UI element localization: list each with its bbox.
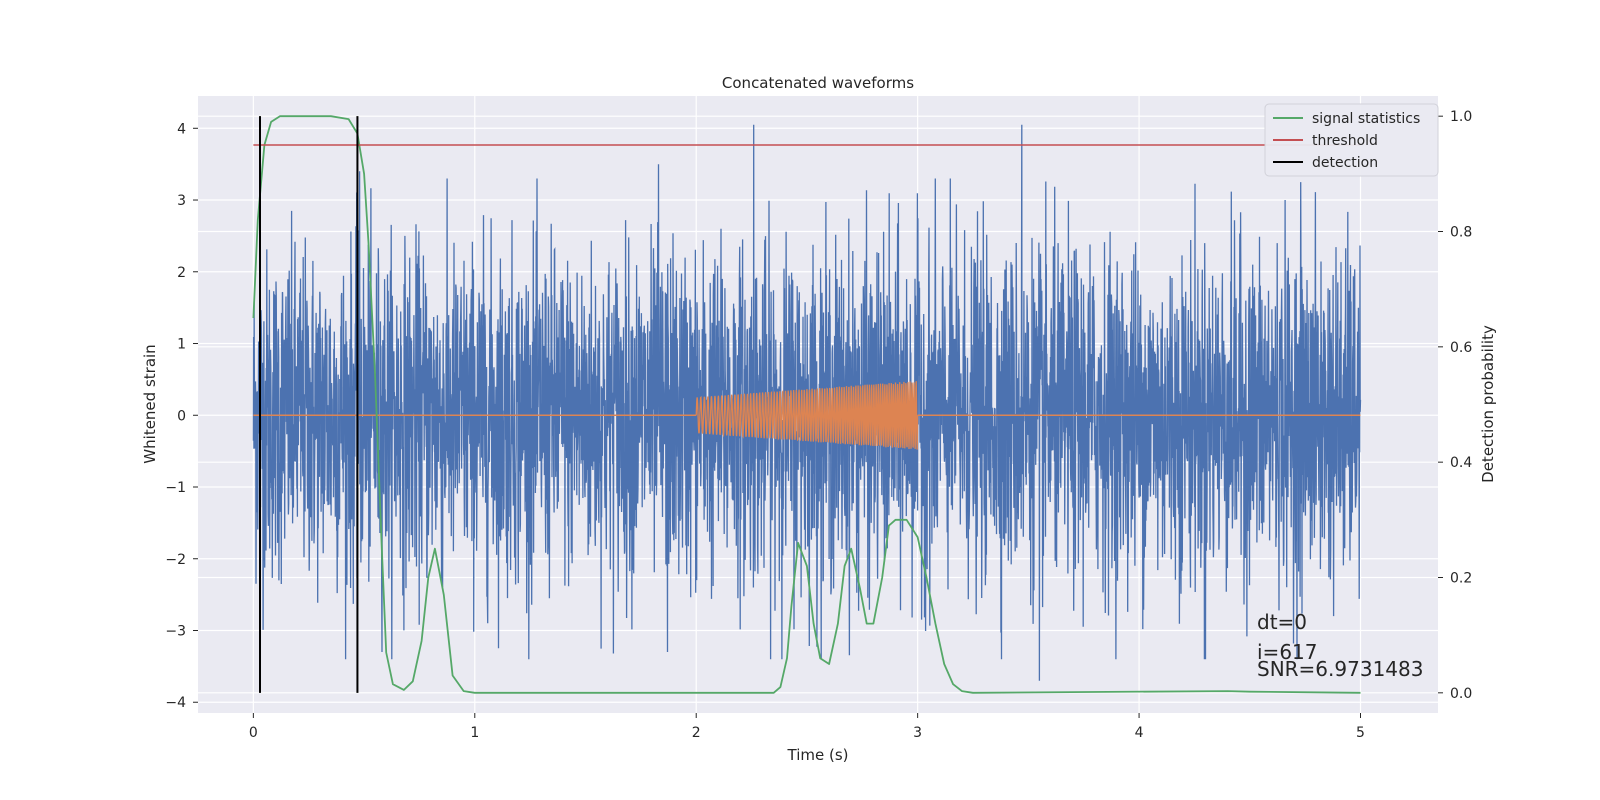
y-right-tick-label: 0.4 (1450, 455, 1472, 471)
legend-label: signal statistics (1312, 111, 1420, 127)
x-ticks: 0 1 2 3 4 5 (249, 713, 1365, 741)
x-tick-label: 3 (913, 725, 922, 741)
injected-waveform-line (695, 381, 919, 450)
signal-statistics-line (252, 115, 1361, 694)
legend: signal statistics threshold detection (1264, 103, 1439, 177)
y-tick-label: −2 (165, 552, 186, 568)
chart-title: Concatenated waveforms (722, 74, 914, 92)
legend-label: detection (1312, 155, 1378, 171)
legend-label: threshold (1312, 133, 1378, 149)
x-tick-label: 0 (249, 725, 258, 741)
noise-line (252, 124, 1362, 681)
x-tick-label: 2 (692, 725, 701, 741)
x-tick-label: 5 (1356, 725, 1365, 741)
y-axis-title-right: Detection probability (1479, 325, 1497, 483)
y-right-tick-label: 0.2 (1450, 570, 1472, 586)
y-tick-label: −1 (165, 480, 186, 496)
y-tick-label: 0 (177, 408, 186, 424)
annotation-text: SNR=6.9731483 (1257, 657, 1423, 681)
y-tick-label: 3 (177, 193, 186, 209)
injected-series (253, 381, 1361, 450)
x-tick-label: 1 (470, 725, 479, 741)
x-axis-title: Time (s) (787, 746, 849, 764)
y-tick-label: 2 (177, 265, 186, 281)
y-tick-label: 4 (177, 121, 186, 137)
y-axis-title-left: Whitened strain (141, 344, 159, 463)
annotation-text: i=617 (1257, 640, 1318, 664)
y-ticks-right: 0.0 0.2 0.4 0.6 0.8 1.0 (1438, 109, 1472, 702)
y-right-tick-label: 1.0 (1450, 109, 1472, 125)
annotation-text: dt=0 (1257, 610, 1307, 634)
y-right-tick-label: 0.8 (1450, 225, 1472, 241)
y-tick-label: −4 (165, 695, 186, 711)
signal-statistics-series (252, 115, 1361, 694)
y-right-tick-label: 0.6 (1450, 340, 1472, 356)
x-tick-label: 4 (1135, 725, 1144, 741)
y-right-tick-label: 0.0 (1450, 686, 1472, 702)
y-tick-label: −3 (165, 623, 186, 639)
y-tick-label: 1 (177, 337, 186, 353)
noise-series (252, 124, 1362, 681)
detection-series (259, 116, 359, 693)
y-ticks-left: −4 −3 −2 −1 0 1 2 3 4 (165, 121, 198, 711)
legend-box (1264, 103, 1439, 177)
